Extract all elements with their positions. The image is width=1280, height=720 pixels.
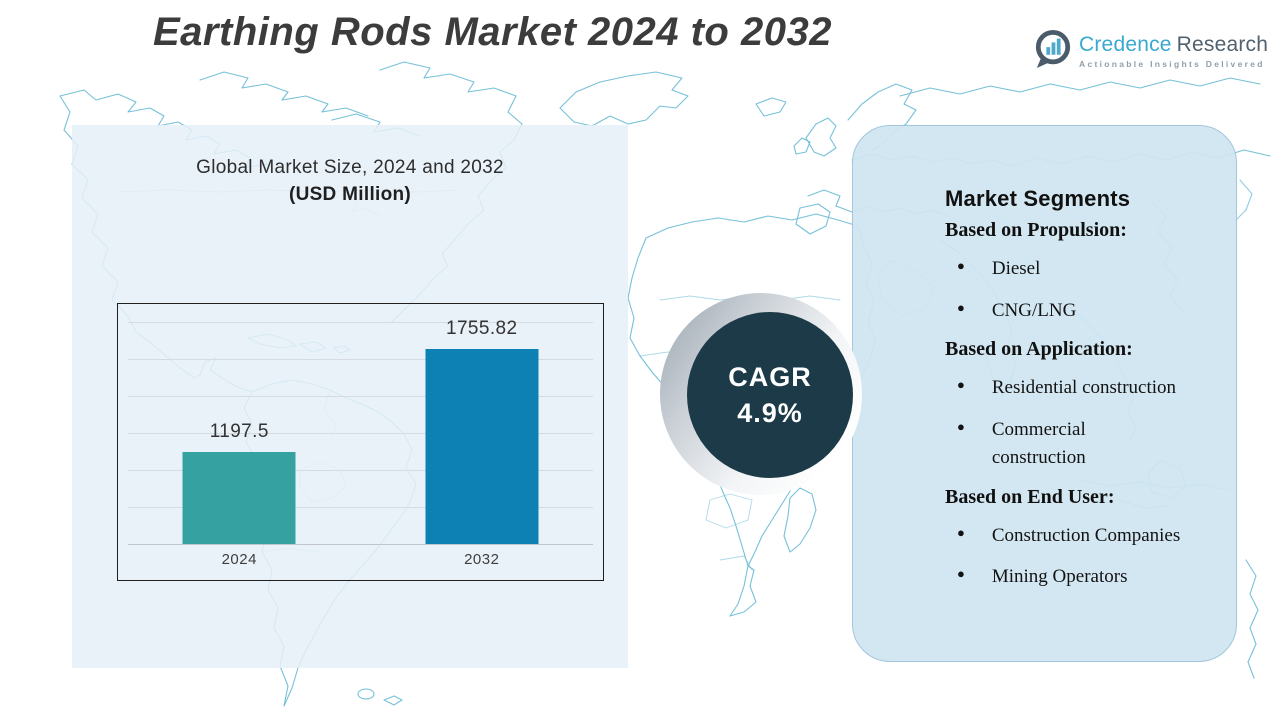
bar-column-2032: 1755.82 [361,304,604,544]
gridline [128,359,593,360]
segment-item-label: Construction Companies [991,524,1181,546]
segment-item: ● Commercial construction [957,416,1218,473]
segment-section-heading: Based on Propulsion: [945,219,1127,241]
chart-x-axis-labels: 2024 2032 [118,551,603,568]
cagr-badge: CAGR 4.9% [687,312,853,478]
segment-item-label: CNG/LNG [991,299,1077,321]
brand-logo: Credence Research Actionable Insights Del… [1034,30,1268,70]
segment-section-heading: Based on End User: [945,485,1115,508]
bar-2024 [182,452,296,544]
gridline [128,433,593,434]
chart-title: Global Market Size, 2024 and 2032 [196,157,504,178]
segment-item-label: Diesel [991,258,1041,279]
bullet-icon: ● [957,377,965,392]
bullet-icon: ● [957,524,965,540]
gridline [128,322,593,323]
segment-section-heading: Based on Application: [945,338,1133,360]
segments-title: Market Segments [945,186,1131,211]
logo-name-secondary: Research [1176,33,1269,56]
bar-chart-plot: 1197.5 1755.82 [118,304,603,544]
segment-section: Based on Propulsion: ● Diesel ● CNG/LNG [945,219,1218,325]
chart-x-axis-line [128,544,593,545]
logo-text: Credence Research Actionable Insights Del… [1079,30,1268,69]
segment-item-label: Residential construction [991,377,1177,398]
gridline [128,470,593,471]
page-title: Earthing Rods Market 2024 to 2032 [153,10,832,54]
segment-item-label: Commercial construction [991,418,1086,469]
segment-item: ● Residential construction [957,374,1218,403]
segment-item: ● Construction Companies [957,522,1218,551]
segment-item: ● CNG/LNG [957,297,1218,326]
segment-section: Based on End User: ● Construction Companie… [945,486,1218,592]
segment-item: ● Diesel [957,255,1218,284]
bullet-icon: ● [957,418,965,434]
segment-item: ● Mining Operators [957,563,1218,592]
segment-section: Based on Application: ● Residential constr… [945,338,1218,473]
bar-column-2024: 1197.5 [118,304,361,544]
bullet-icon: ● [957,258,965,273]
bar-value-label: 1197.5 [209,421,269,442]
gridline [128,507,593,508]
bullet-icon: ● [957,299,965,315]
bar-value-label: 1755.82 [446,318,518,339]
segments-list: Based on Propulsion: ● Diesel ● CNG/LNG Based… [945,219,1218,592]
bullet-icon: ● [957,566,965,581]
bar-chart-bubble-icon [1035,30,1071,69]
segment-item-label: Mining Operators [991,566,1128,587]
cagr-value: 4.9% [737,398,803,428]
market-segments-panel: Market Segments Based on Propulsion: ● Die… [852,125,1237,662]
market-size-panel: Global Market Size, 2024 and 2032 (USD M… [72,125,628,668]
logo-name-primary: Credence [1079,33,1172,56]
bar-2032 [425,349,539,544]
logo-tagline: Actionable Insights Delivered [1079,59,1265,70]
bar-chart: 1197.5 1755.82 2024 2032 [117,303,604,581]
logo-name: Credence Research [1079,33,1268,56]
x-axis-label: 2024 [221,551,257,568]
x-axis-label: 2032 [464,551,500,568]
chart-subtitle: (USD Million) [288,184,412,205]
cagr-label: CAGR [728,361,812,392]
gridline [128,396,593,397]
